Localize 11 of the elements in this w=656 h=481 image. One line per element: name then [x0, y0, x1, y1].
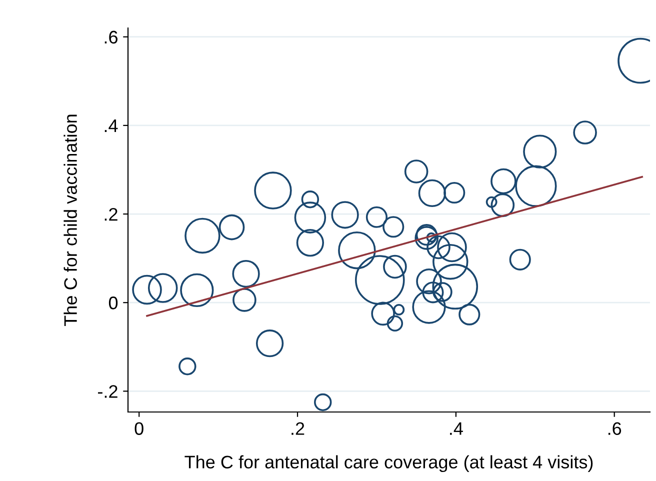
x-tick-label: .4 — [450, 422, 463, 435]
y-tick-label: .6 — [104, 30, 118, 44]
x-tick-label: 0 — [134, 422, 144, 435]
y-tick-label: -.2 — [98, 385, 118, 398]
x-tick-label: .6 — [608, 422, 622, 435]
y-tick-label: .2 — [104, 208, 118, 221]
y-tick-label: 0 — [108, 296, 118, 310]
x-axis-title: The C for antenatal care coverage (at least 4 visits) — [184, 455, 593, 472]
y-tick-label: .4 — [104, 120, 118, 132]
y-axis-title: The C for child vaccination — [64, 114, 77, 326]
x-tick-label: .2 — [292, 422, 304, 435]
